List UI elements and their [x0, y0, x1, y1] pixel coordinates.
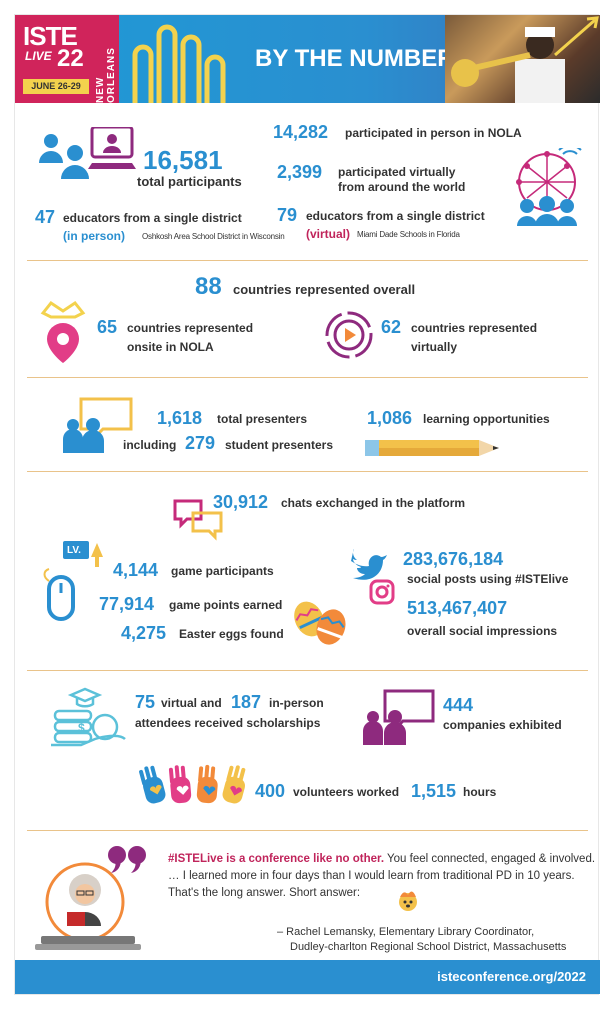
quote-attribution-line1: – Rachel Lemansky, Elementary Library Co…: [277, 926, 535, 938]
iste-live-logo[interactable]: ISTE LIVE 22 NEW ORLEANS JUNE 26-29: [15, 15, 119, 103]
avatar-laptop-illustration: [35, 862, 141, 950]
quote-line2: … I learned more in four days than I wou…: [168, 870, 575, 882]
countries-total-number: 88: [195, 273, 222, 300]
chats-label: chats exchanged in the platform: [281, 496, 466, 510]
game-points-label: game points earned: [169, 598, 283, 612]
footer-url-link[interactable]: isteconference.org/2022: [437, 969, 586, 984]
volunteers-number: 400: [255, 781, 286, 801]
district-virtual-tag: (virtual): [306, 227, 351, 241]
social-posts-number: 283,676,184: [403, 549, 504, 569]
countries-onsite-label-line1: countries represented: [127, 321, 254, 335]
volunteers-label: volunteers worked: [293, 785, 400, 799]
in-person-label: participated in person in NOLA: [345, 126, 522, 140]
level-badge-label: LV.: [67, 545, 81, 556]
section-divider: [27, 471, 588, 472]
virtual-label-line1: participated virtually: [338, 165, 456, 179]
countries-onsite-label-line2: onsite in NOLA: [127, 340, 214, 354]
chat-bubbles-icon: [173, 499, 223, 541]
game-participants-label: game participants: [171, 564, 274, 578]
header-banner: ISTE LIVE 22 NEW ORLEANS JUNE 26-29 BY T…: [15, 15, 600, 103]
location-pin-crown-icon: [40, 300, 86, 363]
quote-rest: You feel connected, engaged & involved.: [384, 853, 596, 865]
scholarship-line2: attendees received scholarships: [135, 716, 321, 730]
impressions-number: 513,467,407: [407, 598, 508, 618]
learning-label: learning opportunities: [423, 412, 550, 426]
scholarship-virtual-label: virtual and: [161, 696, 222, 710]
countries-virtual-label-line2: virtually: [411, 340, 458, 354]
virtual-label-line2: from around the world: [338, 180, 466, 194]
companies-label: companies exhibited: [443, 718, 562, 732]
scholarship-money-icon: [51, 687, 126, 747]
easter-eggs-label: Easter eggs found: [179, 627, 284, 641]
quote-attribution-line2: Dudley-charlton Regional School District…: [290, 941, 567, 953]
page-title: BY THE NUMBERS: [255, 45, 471, 72]
companies-number: 444: [443, 695, 474, 715]
band-photo: [445, 15, 600, 103]
countries-onsite-number: 65: [97, 317, 118, 337]
total-participants-number: 16,581: [143, 145, 223, 175]
easter-eggs-number: 4,275: [121, 623, 167, 643]
mind-blown-emoji: [399, 891, 417, 911]
quote-line3: That's the long answer. Short answer:: [168, 887, 361, 899]
company-presenters-icon: [363, 689, 435, 745]
scholarship-in-person-label: in-person: [269, 696, 324, 710]
section-divider: [27, 260, 588, 261]
countries-virtual-label-line1: countries represented: [411, 321, 538, 335]
hours-label: hours: [463, 785, 497, 799]
section-divider: [27, 670, 588, 671]
logo-live: LIVE: [25, 49, 52, 63]
student-presenters-number: 279: [185, 433, 216, 453]
presenters-total-number: 1,618: [157, 408, 203, 428]
district-in-person-label: educators from a single district: [63, 211, 242, 225]
logo-dates: JUNE 26-29: [23, 79, 89, 94]
countries-total-label: countries represented overall: [233, 282, 416, 297]
virtual-number: 2,399: [277, 162, 323, 182]
impressions-label: overall social impressions: [407, 624, 558, 638]
easter-eggs-icon: [294, 601, 346, 645]
quote-highlight: #ISTELive is a conference like no other.: [168, 853, 385, 865]
countries-virtual-number: 62: [381, 317, 402, 337]
twitter-instagram-icon: [351, 549, 395, 605]
in-person-number: 14,282: [273, 122, 329, 142]
people-computer-icon: [39, 127, 136, 179]
district-in-person-number: 47: [35, 207, 56, 227]
volunteer-hands-icon: [139, 764, 246, 804]
dollar-icon: $: [78, 721, 85, 735]
social-posts-label: social posts using #ISTElive: [407, 572, 569, 586]
student-presenters-label: student presenters: [225, 438, 334, 452]
scholarship-in-person-number: 187: [231, 692, 262, 712]
chats-number: 30,912: [213, 492, 269, 512]
learning-number: 1,086: [367, 408, 413, 428]
quote-line1: #ISTELive is a conference like no other.…: [168, 853, 595, 865]
student-prefix: including: [123, 438, 177, 452]
trumpet-player-image: [451, 16, 599, 103]
game-participants-number: 4,144: [113, 560, 159, 580]
footer-bar: isteconference.org/2022: [15, 960, 600, 994]
total-participants-label: total participants: [137, 174, 242, 189]
logo-iste: ISTE: [23, 21, 78, 51]
district-virtual-label: educators from a single district: [306, 209, 485, 223]
game-points-number: 77,914: [99, 594, 155, 614]
district-virtual-name: Miami Dade Schools in Florida: [357, 230, 460, 239]
logo-year: 22: [57, 45, 84, 72]
hours-number: 1,515: [411, 781, 457, 801]
section-divider: [27, 377, 588, 378]
quote-marks-icon: [108, 846, 146, 873]
district-virtual-number: 79: [277, 205, 298, 225]
global-network-icon: [516, 148, 582, 226]
pencil-icon: [365, 440, 499, 456]
section-divider: [27, 830, 588, 831]
presenters-speech-icon: [63, 397, 133, 453]
district-in-person-tag: (in person): [63, 229, 125, 243]
game-mouse-level-icon: [43, 541, 103, 621]
logo-city: NEW ORLEANS: [95, 47, 117, 103]
presenters-total-label: total presenters: [217, 412, 308, 426]
scholarship-virtual-number: 75: [135, 692, 156, 712]
infographic: ISTE LIVE 22 NEW ORLEANS JUNE 26-29 BY T…: [14, 14, 600, 995]
building-bars-graphic: [132, 24, 226, 103]
district-in-person-name: Oshkosh Area School District in Wisconsi…: [142, 232, 285, 241]
play-target-icon: [325, 311, 373, 359]
